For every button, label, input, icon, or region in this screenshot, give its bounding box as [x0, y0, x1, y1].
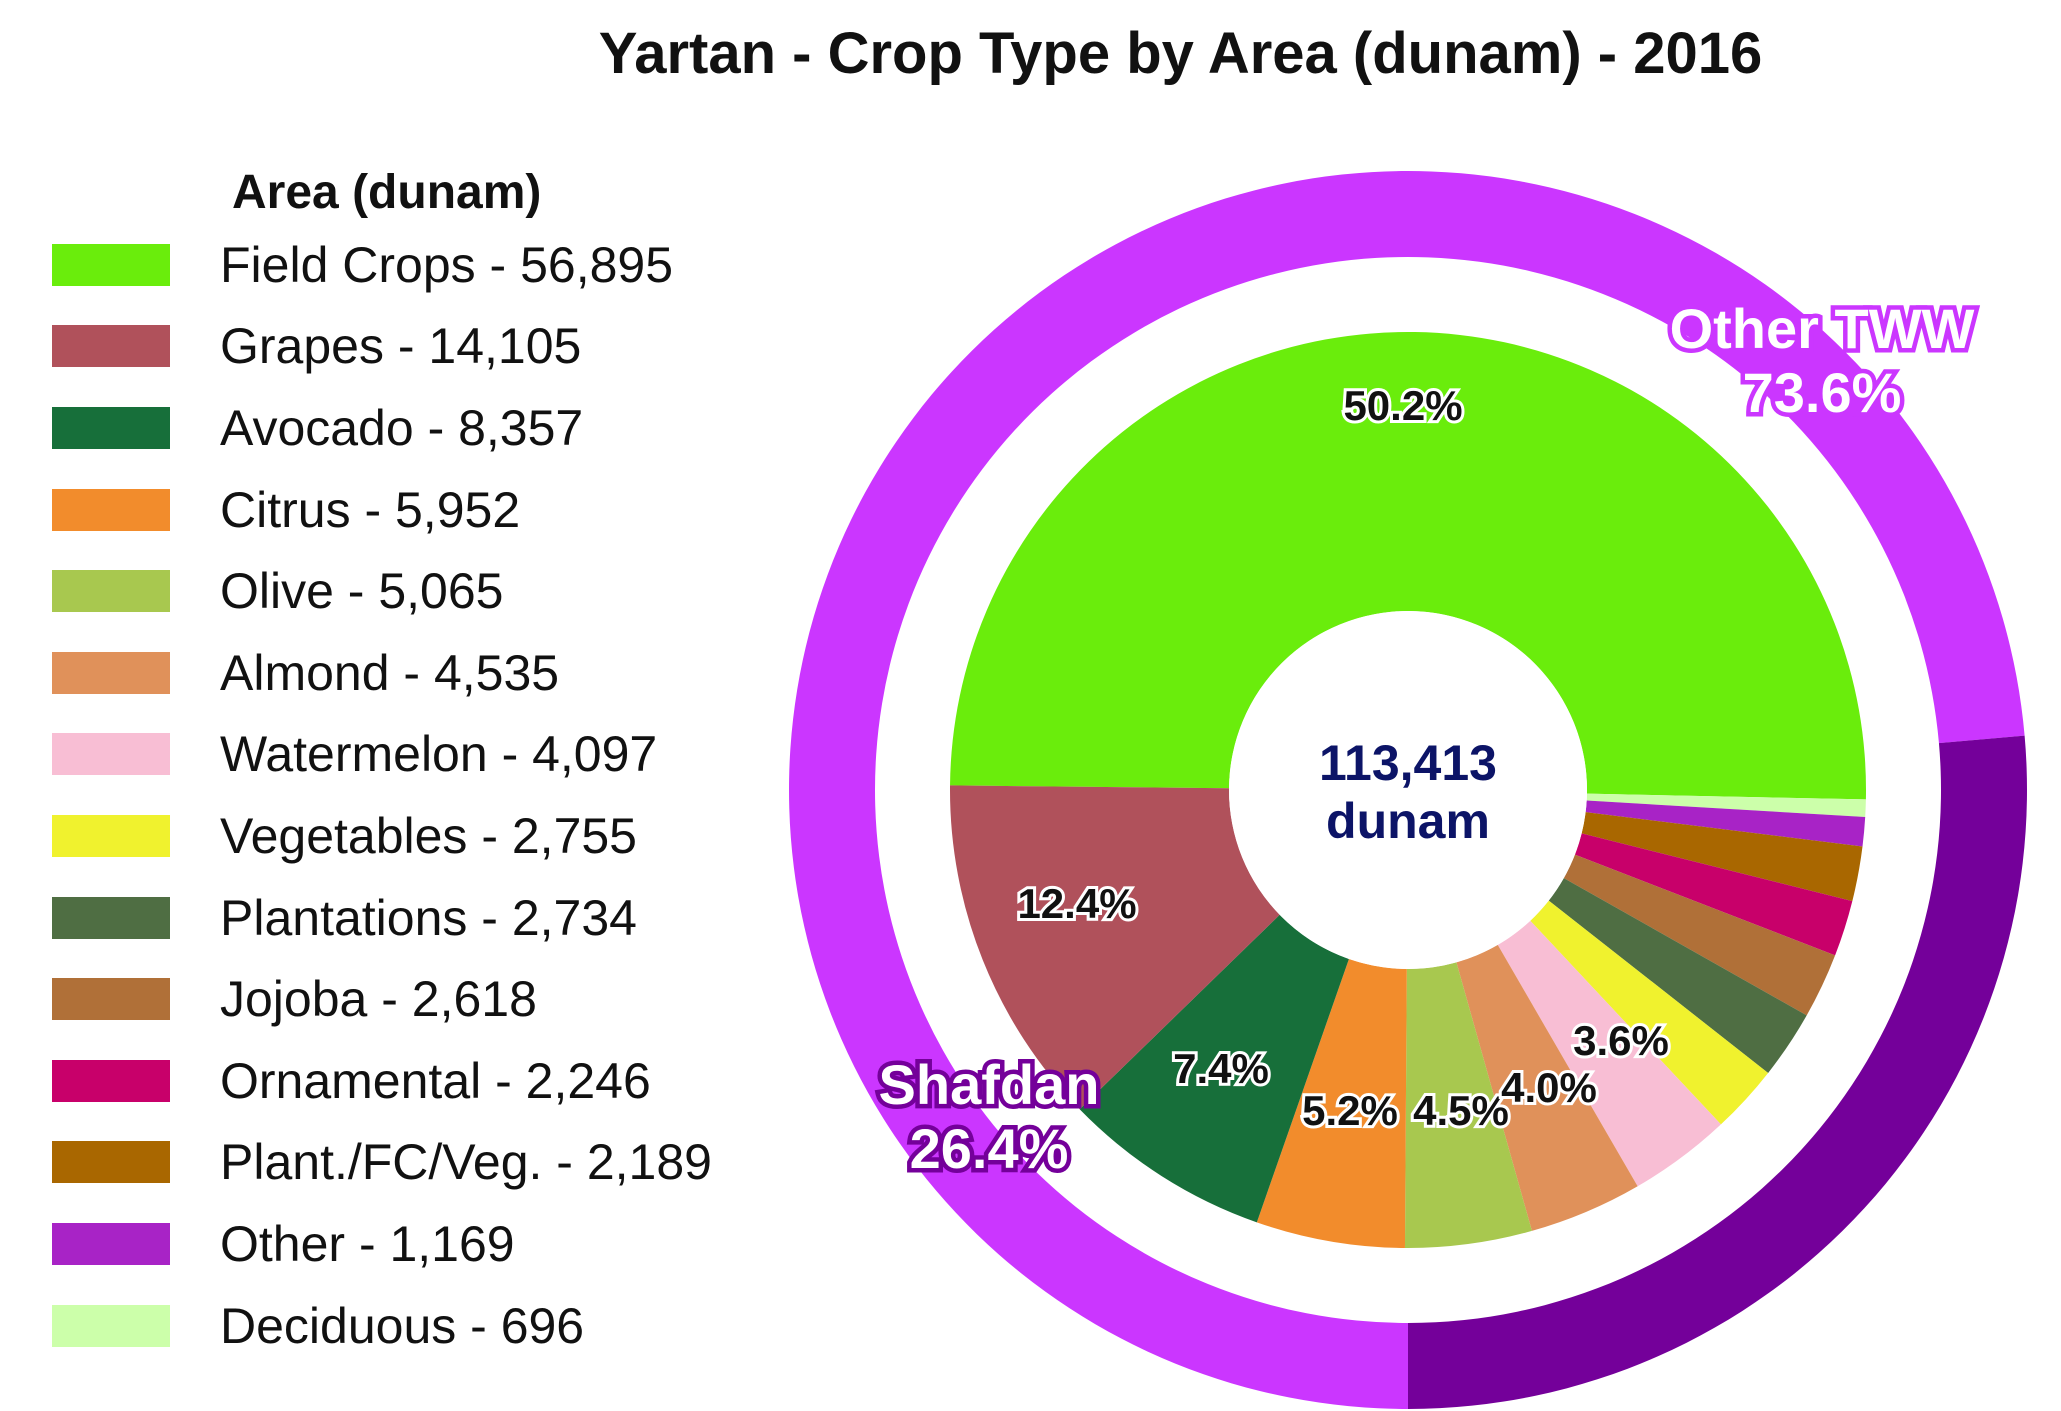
pie-slice [1586, 793, 1866, 818]
pie-slice [1548, 878, 1807, 1073]
pie-slice [1530, 900, 1769, 1125]
pie-slice [1497, 920, 1721, 1187]
outer-ring-label: 26.4% [910, 1117, 1069, 1180]
legend-label: Avocado - 8,357 [220, 399, 584, 456]
legend-label: Olive - 5,065 [220, 563, 504, 620]
slice-label: 12.4% [1017, 880, 1136, 927]
center-label: dunam [1326, 793, 1490, 849]
legend-item: Jojoba - 2,618 [52, 958, 772, 1040]
slice-label: 7.4% [1173, 1045, 1269, 1092]
legend: Area (dunam) Field Crops - 56,895 Grapes … [52, 162, 772, 1366]
legend-item: Plantations - 2,734 [52, 877, 772, 959]
legend-item: Ornamental - 2,246 [52, 1040, 772, 1122]
outer-ring-label: Shafdan [879, 1053, 1100, 1116]
legend-item: Olive - 5,065 [52, 550, 772, 632]
legend-item: Plant./FC/Veg. - 2,189 [52, 1122, 772, 1204]
legend-swatch [52, 1304, 170, 1347]
legend-items: Field Crops - 56,895 Grapes - 14,105 Avoca… [52, 224, 772, 1366]
legend-item: Avocado - 8,357 [52, 387, 772, 469]
legend-label: Jojoba - 2,618 [220, 971, 537, 1028]
slice-label: 50.2% [1343, 382, 1462, 429]
pie-slice [1456, 944, 1638, 1231]
legend-item: Watermelon - 4,097 [52, 714, 772, 796]
legend-item: Vegetables - 2,755 [52, 795, 772, 877]
legend-swatch [52, 733, 170, 776]
legend-swatch [52, 1059, 170, 1102]
slice-label: 3.6% [1573, 1017, 1669, 1064]
legend-swatch [52, 406, 170, 449]
legend-swatch [52, 325, 170, 368]
legend-swatch [52, 570, 170, 613]
legend-item: Field Crops - 56,895 [52, 224, 772, 306]
slice-label: 4.0% [1501, 1064, 1597, 1111]
legend-item: Almond - 4,535 [52, 632, 772, 714]
legend-label: Deciduous - 696 [220, 1297, 585, 1354]
pie-slice [1256, 958, 1407, 1248]
outer-ring-label: Other TWW [1670, 297, 1975, 360]
legend-label: Grapes - 14,105 [220, 318, 582, 375]
legend-label: Watermelon - 4,097 [220, 726, 658, 783]
pie-slice [1563, 854, 1836, 1016]
legend-label: Other - 1,169 [220, 1215, 515, 1272]
outer-ring-segment [1408, 735, 2027, 1410]
center-hole [1229, 611, 1587, 969]
legend-item: Deciduous - 696 [52, 1285, 772, 1367]
slice-label: 5.2% [1302, 1087, 1398, 1134]
chart-title: Yartan - Crop Type by Area (dunam) - 201… [598, 21, 1763, 86]
legend-swatch [52, 814, 170, 857]
legend-item: Grapes - 14,105 [52, 306, 772, 388]
legend-title: Area (dunam) [232, 166, 542, 219]
legend-swatch [52, 1141, 170, 1184]
pie-slice [1585, 800, 1866, 847]
pie-slice [1581, 812, 1863, 902]
legend-swatch [52, 488, 170, 531]
pie-slice [1079, 914, 1349, 1223]
legend-swatch [52, 978, 170, 1021]
legend-swatch [52, 1222, 170, 1265]
legend-label: Ornamental - 2,246 [220, 1052, 651, 1109]
legend-label: Plantations - 2,734 [220, 889, 637, 946]
legend-swatch [52, 243, 170, 286]
outer-ring-label: 73.6% [1743, 361, 1902, 424]
pie-slice [1574, 833, 1853, 956]
legend-swatch [52, 896, 170, 939]
legend-label: Citrus - 5,952 [220, 481, 521, 538]
legend-label: Field Crops - 56,895 [220, 236, 674, 293]
pie-slice [950, 785, 1280, 1110]
legend-swatch [52, 651, 170, 694]
legend-item: Other - 1,169 [52, 1203, 772, 1285]
legend-label: Almond - 4,535 [220, 644, 560, 701]
slice-label: 4.5% [1413, 1087, 1509, 1134]
legend-label: Vegetables - 2,755 [220, 807, 637, 864]
pie-slice [950, 332, 1866, 800]
legend-item: Citrus - 5,952 [52, 469, 772, 551]
legend-label: Plant./FC/Veg. - 2,189 [220, 1134, 712, 1191]
pie-slice [1404, 962, 1532, 1248]
center-label: 113,413 [1319, 735, 1497, 791]
